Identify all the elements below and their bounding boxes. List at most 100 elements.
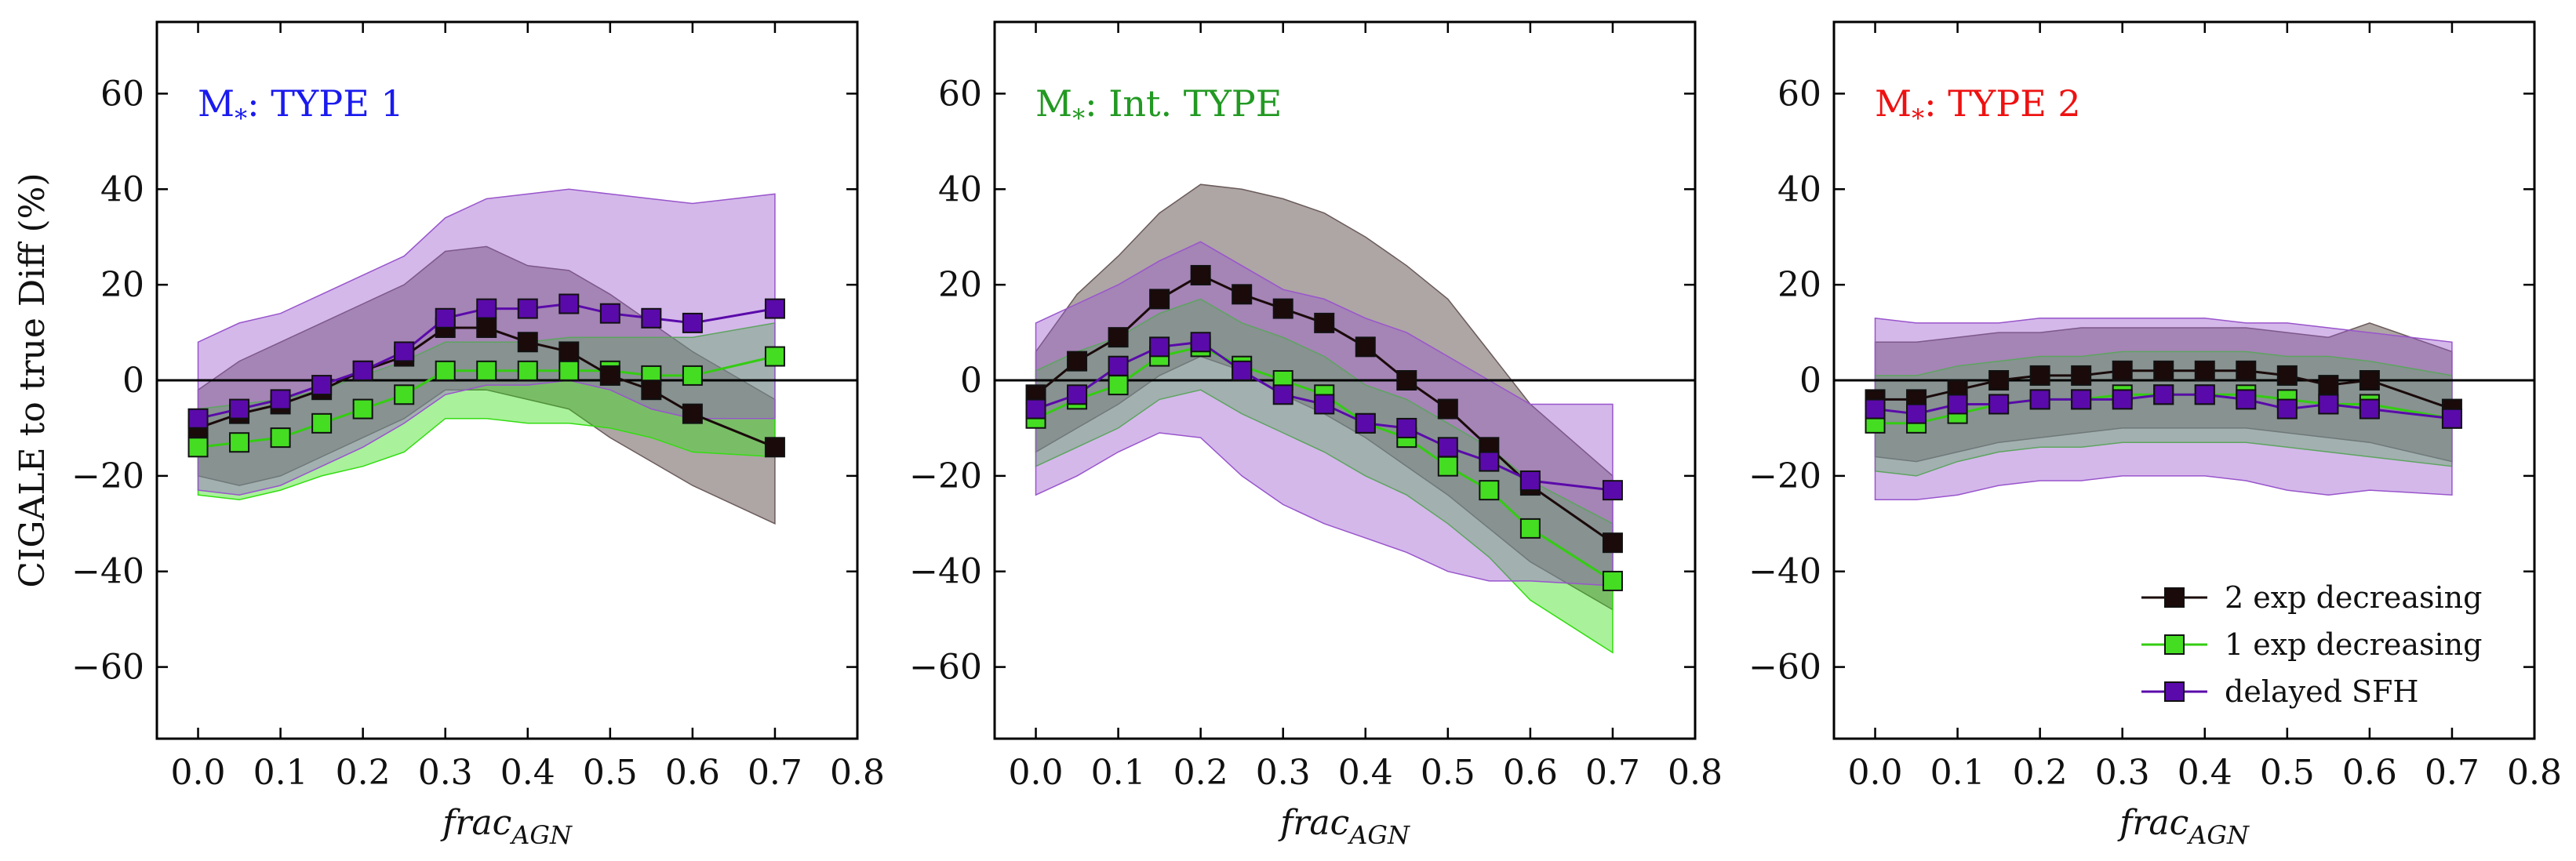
y-tick-label: 20: [1777, 265, 1821, 305]
x-tick-label: 0.7: [2425, 753, 2480, 793]
x-axis-label: fracAGN: [1278, 803, 1410, 850]
data-point: [1149, 289, 1170, 310]
data-point: [2359, 398, 2380, 420]
data-point: [1906, 403, 1927, 424]
data-point: [558, 360, 580, 381]
data-point: [476, 317, 497, 338]
data-point: [517, 332, 538, 353]
x-tick-label: 0.3: [1256, 753, 1311, 793]
x-tick-label: 0.3: [2095, 753, 2150, 793]
data-point: [1149, 336, 1170, 358]
data-point: [2194, 384, 2215, 405]
panel-title-main: M: [1875, 82, 1912, 125]
data-point: [1108, 327, 1129, 348]
data-point: [1025, 398, 1046, 420]
data-point: [1396, 370, 1417, 391]
data-point: [599, 365, 620, 386]
y-tick-label: −40: [909, 552, 982, 592]
x-axis-label-sub: AGN: [509, 820, 573, 850]
data-point: [517, 298, 538, 319]
data-point: [187, 408, 209, 429]
y-tick-label: −60: [909, 648, 982, 688]
x-axis-label: fracAGN: [440, 803, 573, 850]
data-point: [1067, 351, 1088, 372]
panel-title-suffix: : Int. TYPE: [1085, 82, 1282, 125]
data-point: [2112, 360, 2133, 381]
panel-title-sub: *: [1072, 104, 1085, 133]
data-point: [1519, 518, 1541, 539]
panel-title: M*: TYPE 1: [198, 82, 404, 133]
data-point: [2029, 365, 2050, 386]
x-tick-label: 0.1: [1930, 753, 1985, 793]
data-point: [764, 346, 785, 367]
panel-title-suffix: : TYPE 2: [1924, 82, 2081, 125]
data-point: [1355, 412, 1376, 434]
data-point: [2112, 389, 2133, 410]
y-tick-label: −60: [1748, 648, 1821, 688]
data-point: [2318, 375, 2339, 396]
panel-title: M*: Int. TYPE: [1035, 82, 1282, 133]
confidence-band-2: [1035, 298, 1614, 654]
x-axis-label-sub: AGN: [2186, 820, 2250, 850]
chart-panel-1: 0.0 0.1 0.2 0.3 0.4 0.5 0.6 0.7 0.8 60 40 20 0 −20 −40…: [13, 20, 885, 850]
data-point: [270, 389, 291, 410]
data-point: [1396, 417, 1417, 438]
data-point: [435, 307, 456, 329]
x-tick-label: 0.3: [418, 753, 473, 793]
y-tick-label: −40: [71, 552, 144, 592]
data-point: [352, 360, 373, 381]
data-point: [2071, 389, 2092, 410]
data-point: [558, 341, 580, 362]
data-point: [764, 298, 785, 319]
chart-panel-2: 0.0 0.1 0.2 0.3 0.4 0.5 0.6 0.7 0.8 60 40 20 0 −20 −40…: [909, 20, 1723, 850]
data-point: [1190, 332, 1211, 353]
data-point: [558, 293, 580, 314]
data-point: [2359, 370, 2380, 391]
data-point: [1602, 570, 1623, 591]
data-point: [187, 437, 209, 458]
data-point: [1988, 394, 2010, 415]
y-tick-label: 40: [1777, 169, 1821, 209]
y-tick-label: −20: [909, 456, 982, 496]
x-tick-label: 0.2: [336, 753, 391, 793]
x-tick-label: 0.0: [171, 753, 226, 793]
data-point: [1314, 394, 1335, 415]
data-point: [476, 298, 497, 319]
x-tick-label: 0.2: [1173, 753, 1228, 793]
data-point: [1355, 336, 1376, 358]
data-point: [682, 403, 703, 424]
legend: 2 exp decreasing 1 exp decreasing delayed …: [2141, 580, 2482, 709]
y-tick-label: 20: [938, 265, 982, 305]
x-tick-label: 0.6: [1503, 753, 1558, 793]
data-point: [682, 312, 703, 333]
data-point: [1232, 284, 1253, 305]
panel-title-main: M: [198, 82, 235, 125]
x-tick-label: 0.2: [2013, 753, 2068, 793]
data-point: [394, 384, 415, 405]
data-point: [1437, 398, 1458, 420]
data-point: [2318, 394, 2339, 415]
x-tick-label: 0.4: [2178, 753, 2232, 793]
data-point: [2071, 365, 2092, 386]
x-axis-label-sub: AGN: [1347, 820, 1410, 850]
confidence-band-3: [1874, 317, 2453, 501]
data-point: [2153, 360, 2174, 381]
data-point: [1190, 264, 1211, 285]
y-tick-label: −40: [1748, 552, 1821, 592]
y-tick-label: 0: [122, 361, 144, 401]
y-tick-label: −20: [71, 456, 144, 496]
x-tick-label: 0.8: [2507, 753, 2562, 793]
data-point: [1602, 480, 1623, 501]
panel-title-sub: *: [1912, 104, 1924, 133]
data-point: [1437, 456, 1458, 477]
y-tick-label: 60: [938, 74, 982, 114]
data-point: [2276, 365, 2298, 386]
data-point: [1108, 355, 1129, 376]
x-axis-label-main: frac: [1278, 803, 1349, 843]
x-tick-label: 0.1: [253, 753, 308, 793]
data-point: [1519, 470, 1541, 491]
x-tick-label: 0.7: [1585, 753, 1640, 793]
data-point: [311, 412, 333, 434]
panel-title-sub: *: [235, 104, 247, 133]
